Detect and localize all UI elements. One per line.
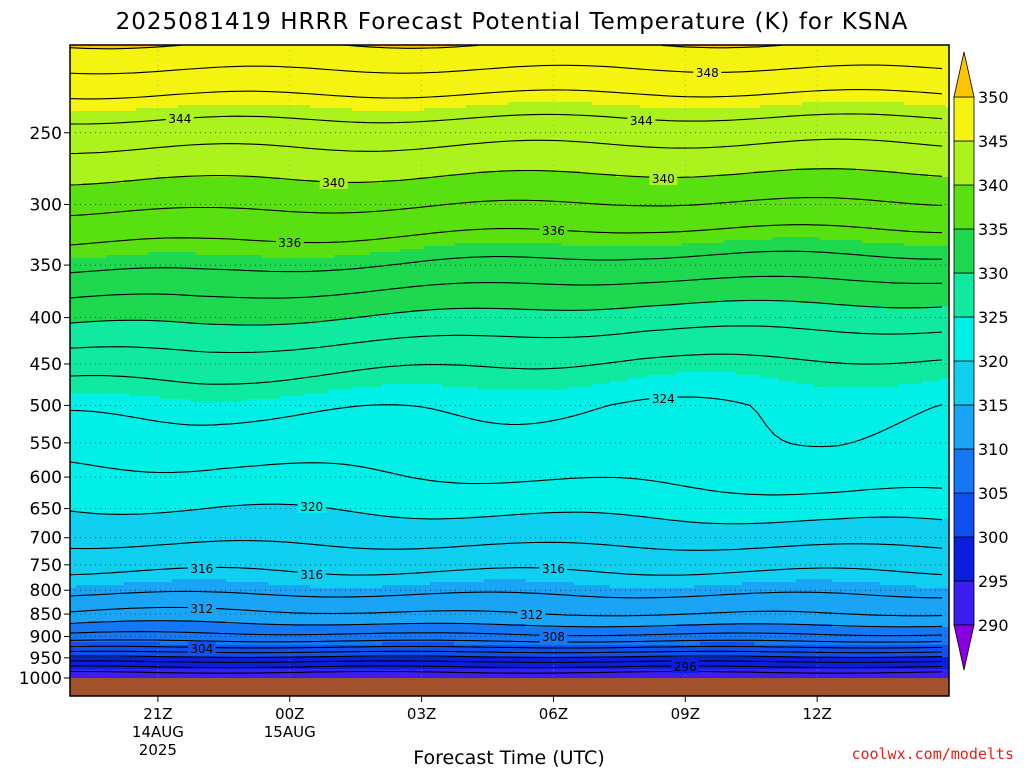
x-tick-date: 14AUG <box>132 723 184 741</box>
y-tick-label: 450 <box>30 355 62 375</box>
colorbar-band <box>953 140 975 186</box>
contour-label-bg <box>627 114 656 127</box>
ground-fill <box>70 678 949 696</box>
contour-label-bg <box>187 642 216 655</box>
grid-lines <box>70 45 949 679</box>
contour-label-bg <box>187 562 216 575</box>
colorbar-band <box>953 536 975 582</box>
colorbar-tick-label: 350 <box>978 88 1009 107</box>
y-tick-label: 600 <box>30 468 62 488</box>
colorbar-tick-label: 330 <box>978 264 1009 283</box>
colorbar-band <box>953 228 975 274</box>
contour-label: 340 <box>652 172 675 186</box>
contour-label: 344 <box>168 112 191 126</box>
contour-label-bg <box>539 562 568 575</box>
contour-label-bg <box>297 500 326 513</box>
colorbar-tick-label: 290 <box>978 616 1009 635</box>
colorbar-tick-label: 300 <box>978 528 1009 547</box>
y-tick-label: 500 <box>30 396 62 416</box>
colorbar-band <box>953 492 975 538</box>
y-tick-label: 700 <box>30 529 62 549</box>
colorbar: 290 295 300 305 310 315 320 325 330 335 340 345 350 <box>953 51 1009 671</box>
colorbar-band <box>953 404 975 450</box>
x-tick-label: 06Z <box>539 705 568 723</box>
colorbar-tick-label: 345 <box>978 132 1009 151</box>
y-tick-label: 750 <box>30 556 62 576</box>
contour-label: 344 <box>630 114 653 128</box>
x-tick-year: 2025 <box>139 741 177 759</box>
colorbar-extend-top <box>953 51 975 98</box>
colorbar-tick-label: 315 <box>978 396 1009 415</box>
contour-label: 308 <box>542 630 565 644</box>
colorbar-tick-label: 305 <box>978 484 1009 503</box>
colorbar-extend-bottom <box>953 624 975 671</box>
contour-label: 316 <box>542 562 565 576</box>
y-tick-label: 650 <box>30 500 62 520</box>
contour-label-bg <box>671 660 700 673</box>
contour-label-bg <box>165 112 194 125</box>
x-axis-label: Forecast Time (UTC) <box>413 747 604 768</box>
x-tick-label: 09Z <box>671 705 700 723</box>
y-tick-label: 350 <box>30 256 62 276</box>
contour-label: 348 <box>696 66 719 80</box>
contour-label: 336 <box>542 224 565 238</box>
contour-label-bg <box>539 630 568 643</box>
contour-label: 320 <box>300 500 323 514</box>
colorbar-band <box>953 184 975 230</box>
contour-label-bg <box>693 66 722 79</box>
ground-layer <box>70 678 949 696</box>
colorbar-tick-label: 335 <box>978 220 1009 239</box>
colorbar-band <box>953 316 975 362</box>
y-axis: 250 300 350 400 450 500 550 600 650 700 750 800 850 9… <box>19 124 70 689</box>
colorbar-band <box>953 580 975 626</box>
y-tick-label: 300 <box>30 195 62 215</box>
contour-label-bg <box>275 236 304 249</box>
colorbar-tick-label: 325 <box>978 308 1009 327</box>
contour-labels: 348 344 344 340 340 336 336 324 320 316 316 316 312 3… <box>165 66 722 674</box>
contour-label-bg <box>649 172 678 185</box>
colorbar-band <box>953 448 975 494</box>
colorbar-tick-label: 340 <box>978 176 1009 195</box>
contour-label-bg <box>319 176 348 189</box>
x-tick-label: 21Z <box>143 705 172 723</box>
chart-title: 2025081419 HRRR Forecast Potential Tempe… <box>116 9 909 35</box>
contour-label: 316 <box>190 562 213 576</box>
filled-contours <box>70 45 949 679</box>
colorbar-band <box>953 272 975 318</box>
contour-label: 316 <box>300 568 323 582</box>
colorbar-band <box>953 360 975 406</box>
contour-label-bg <box>187 602 216 615</box>
colorbar-tick-label: 295 <box>978 572 1009 591</box>
colorbar-tick-label: 320 <box>978 352 1009 371</box>
contour-label: 336 <box>278 236 301 250</box>
contour-label-bg <box>297 568 326 581</box>
y-tick-label: 800 <box>30 581 62 601</box>
colorbar-band <box>953 96 975 142</box>
y-tick-label: 850 <box>30 605 62 625</box>
y-tick-label: 250 <box>30 124 62 144</box>
contour-label: 296 <box>674 660 697 674</box>
y-tick-label: 950 <box>30 649 62 669</box>
plot-frame <box>69 44 950 697</box>
x-tick-label: 03Z <box>407 705 436 723</box>
contour-label-bg <box>539 224 568 237</box>
y-tick-label: 550 <box>30 434 62 454</box>
x-tick-label: 12Z <box>802 705 831 723</box>
contour-label-bg <box>649 392 678 405</box>
colorbar-tick-label: 310 <box>978 440 1009 459</box>
y-tick-label: 400 <box>30 309 62 329</box>
y-tick-label: 1000 <box>19 669 62 689</box>
y-tick-label: 900 <box>30 628 62 648</box>
x-tick-date: 15AUG <box>264 723 316 741</box>
contour-label: 304 <box>190 642 213 656</box>
contour-label: 312 <box>520 608 543 622</box>
contour-label: 340 <box>322 176 345 190</box>
contour-label: 324 <box>652 392 675 406</box>
x-tick-label: 00Z <box>275 705 304 723</box>
credit-text: coolwx.com/modelts <box>851 745 1014 763</box>
contour-label-bg <box>517 608 546 621</box>
contour-label: 312 <box>190 602 213 616</box>
